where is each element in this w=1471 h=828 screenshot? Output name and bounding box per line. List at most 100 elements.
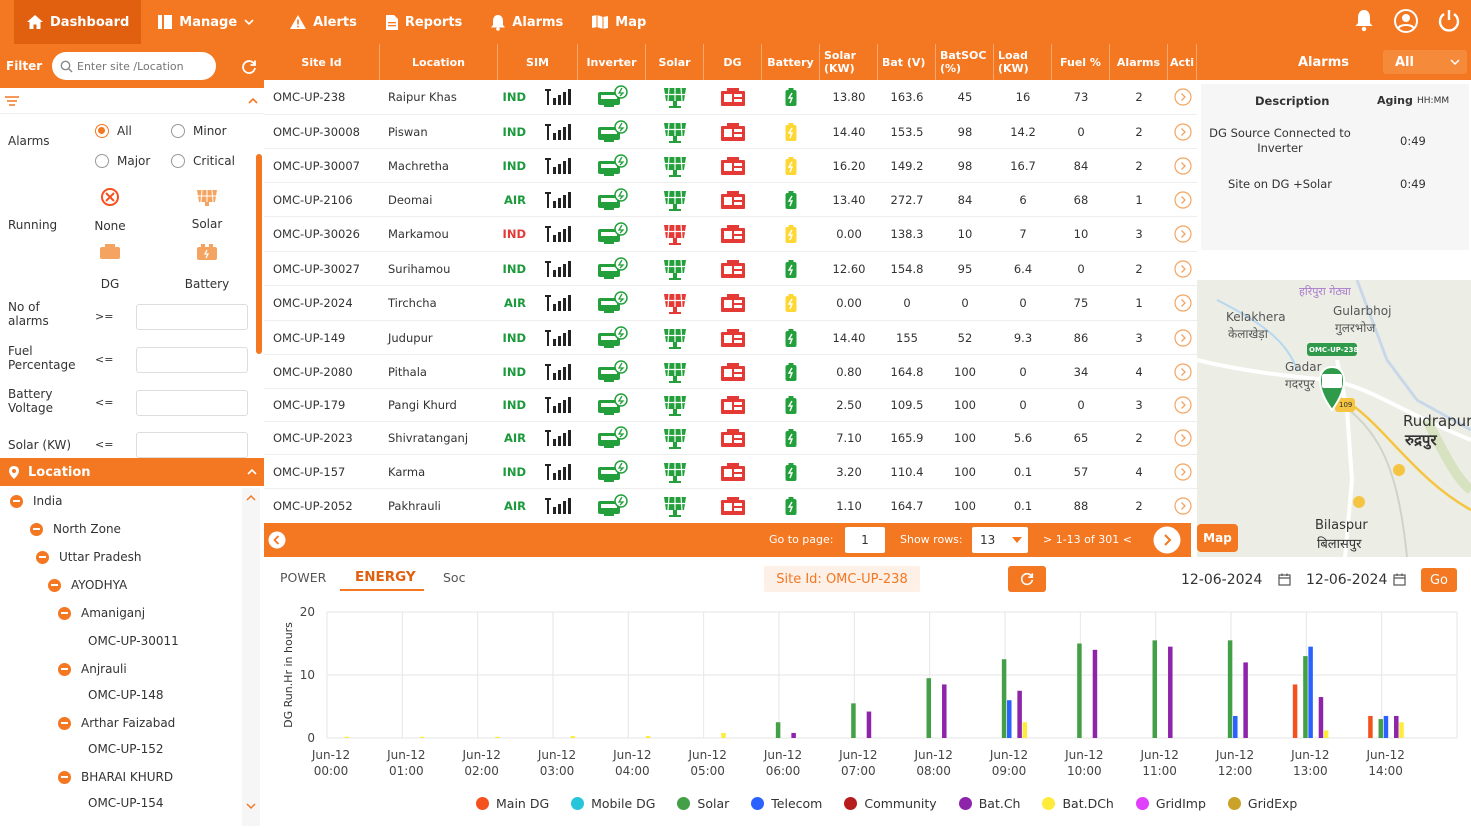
action-cell[interactable]	[1168, 455, 1197, 488]
action-arrow-icon[interactable]	[1173, 156, 1192, 175]
legend-item[interactable]: GridImp	[1135, 796, 1206, 811]
column-header[interactable]: Bat (V)	[878, 44, 936, 80]
map-canvas[interactable]	[1197, 280, 1471, 557]
table-row[interactable]: OMC-UP-149 Judupur IND 14.40 155 52 9.3 86 3	[264, 321, 1197, 355]
action-cell[interactable]	[1168, 355, 1197, 388]
action-arrow-icon[interactable]	[1173, 190, 1192, 209]
tab-power[interactable]: POWER	[280, 570, 327, 585]
refresh-icon[interactable]	[240, 58, 258, 76]
location-header[interactable]: Location	[0, 458, 264, 486]
chart-refresh-button[interactable]	[1008, 566, 1046, 592]
action-arrow-icon[interactable]	[1173, 259, 1192, 278]
action-cell[interactable]	[1168, 149, 1197, 182]
legend-item[interactable]: Solar	[677, 796, 729, 811]
action-arrow-icon[interactable]	[1173, 122, 1192, 141]
legend-item[interactable]: Bat.DCh	[1042, 796, 1114, 811]
chevron-up-icon[interactable]	[247, 96, 259, 106]
legend-item[interactable]: Community	[844, 796, 937, 811]
column-header[interactable]: Inverter	[578, 44, 646, 80]
tree-node[interactable]: India	[10, 494, 62, 508]
fuel-percentage-input[interactable]	[136, 347, 248, 373]
date-to-value[interactable]: 12-06-2024	[1306, 572, 1388, 588]
site-map[interactable]: हरिपुरा गेठ्या Kelakhera केलाखेड़ा Gular…	[1197, 280, 1471, 557]
collapse-icon[interactable]	[58, 770, 71, 784]
table-row[interactable]: OMC-UP-2024 Tirchcha AIR 0.00 0 0 0 75 1	[264, 286, 1197, 321]
action-cell[interactable]	[1168, 422, 1197, 454]
rows-per-page-select[interactable]: 13	[972, 527, 1028, 553]
running-solar[interactable]: Solar	[177, 186, 237, 231]
map-button[interactable]: Map	[1197, 524, 1238, 552]
scroll-up-icon[interactable]	[245, 494, 257, 502]
tree-node[interactable]: BHARAI KHURD	[58, 770, 173, 784]
tree-node[interactable]: Arthar Faizabad	[58, 716, 175, 730]
action-cell[interactable]	[1168, 252, 1197, 285]
action-arrow-icon[interactable]	[1173, 225, 1192, 243]
table-row[interactable]: OMC-UP-30008 Piswan IND 14.40 153.5 98 14.2 0 2	[264, 115, 1197, 149]
calendar-icon[interactable]	[1278, 573, 1291, 586]
legend-item[interactable]: Mobile DG	[571, 796, 655, 811]
collapse-icon[interactable]	[10, 494, 23, 508]
table-row[interactable]: OMC-UP-238 Raipur Khas IND 13.80 163.6 45 16 73…	[264, 80, 1197, 115]
scroll-down-icon[interactable]	[245, 802, 257, 810]
nav-map[interactable]: Map	[579, 0, 658, 44]
table-row[interactable]: OMC-UP-2023 Shivratanganj AIR 7.10 165.9 100 5…	[264, 422, 1197, 455]
column-header[interactable]: Solar	[646, 44, 704, 80]
search-box[interactable]	[52, 52, 216, 80]
nav-alarms[interactable]: Alarms	[478, 0, 575, 44]
table-row[interactable]: OMC-UP-2080 Pithala IND 0.80 164.8 100 0 34 4	[264, 355, 1197, 389]
radio-major[interactable]: Major	[95, 154, 150, 168]
filter-menu-icon[interactable]	[5, 96, 19, 106]
legend-item[interactable]: GridExp	[1227, 796, 1297, 811]
column-header[interactable]: Solar (KW)	[820, 44, 878, 80]
solar-kw-input[interactable]	[136, 432, 248, 458]
collapse-icon[interactable]	[30, 522, 43, 536]
table-row[interactable]: OMC-UP-179 Pangi Khurd IND 2.50 109.5 100 0 0 3	[264, 389, 1197, 422]
legend-item[interactable]: Bat.Ch	[958, 796, 1020, 811]
chevron-up-icon[interactable]	[246, 467, 258, 477]
tree-node[interactable]: Amaniganj	[58, 606, 145, 620]
running-none[interactable]: None	[80, 186, 140, 233]
column-header[interactable]: Site Id	[264, 44, 380, 80]
action-arrow-icon[interactable]	[1173, 294, 1192, 312]
tree-node[interactable]: North Zone	[30, 522, 121, 536]
action-arrow-icon[interactable]	[1173, 328, 1192, 347]
action-cell[interactable]	[1168, 321, 1197, 354]
column-header[interactable]: BatSOC (%)	[936, 44, 994, 80]
action-cell[interactable]	[1168, 80, 1197, 114]
power-icon[interactable]	[1437, 8, 1461, 34]
action-cell[interactable]	[1168, 389, 1197, 421]
action-arrow-icon[interactable]	[1173, 362, 1192, 381]
action-arrow-icon[interactable]	[1173, 496, 1192, 515]
nav-alerts[interactable]: Alerts	[277, 0, 369, 44]
go-button[interactable]: Go	[1421, 568, 1457, 592]
search-input[interactable]	[77, 59, 207, 73]
nav-dashboard[interactable]: Dashboard	[14, 0, 142, 44]
table-row[interactable]: OMC-UP-2052 Pakhrauli AIR 1.10 164.7 100 0.1 88…	[264, 489, 1197, 522]
nav-manage[interactable]: Manage	[145, 0, 273, 44]
battery-voltage-input[interactable]	[136, 390, 248, 416]
radio-all[interactable]: All	[95, 124, 132, 138]
calendar-icon[interactable]	[1393, 573, 1406, 586]
tree-scrollbar[interactable]	[242, 488, 260, 826]
column-header[interactable]: SIM	[498, 44, 578, 80]
tab-soc[interactable]: Soc	[443, 570, 466, 585]
action-cell[interactable]	[1168, 115, 1197, 148]
column-header[interactable]: Acti	[1168, 44, 1197, 80]
action-cell[interactable]	[1168, 217, 1197, 251]
no-alarms-input[interactable]	[136, 304, 248, 330]
table-row[interactable]: OMC-UP-30007 Machretha IND 16.20 149.2 98 16.7…	[264, 149, 1197, 183]
action-cell[interactable]	[1168, 286, 1197, 320]
running-dg[interactable]: DG	[80, 242, 140, 291]
column-header[interactable]: Load (KW)	[994, 44, 1052, 80]
nav-reports[interactable]: Reports	[373, 0, 474, 44]
column-header[interactable]: Alarms	[1110, 44, 1168, 80]
table-row[interactable]: OMC-UP-157 Karma IND 3.20 110.4 100 0.1 57 4	[264, 455, 1197, 489]
tree-node[interactable]: AYODHYA	[48, 578, 127, 592]
radio-critical[interactable]: Critical	[171, 154, 235, 168]
user-profile-icon[interactable]	[1393, 8, 1419, 34]
collapse-icon[interactable]	[58, 606, 71, 620]
tree-leaf[interactable]: OMC-UP-148	[88, 688, 164, 702]
running-battery[interactable]: Battery	[177, 242, 237, 291]
action-arrow-icon[interactable]	[1173, 88, 1192, 106]
table-row[interactable]: OMC-UP-2106 Deomai AIR 13.40 272.7 84 6 68 1	[264, 183, 1197, 217]
